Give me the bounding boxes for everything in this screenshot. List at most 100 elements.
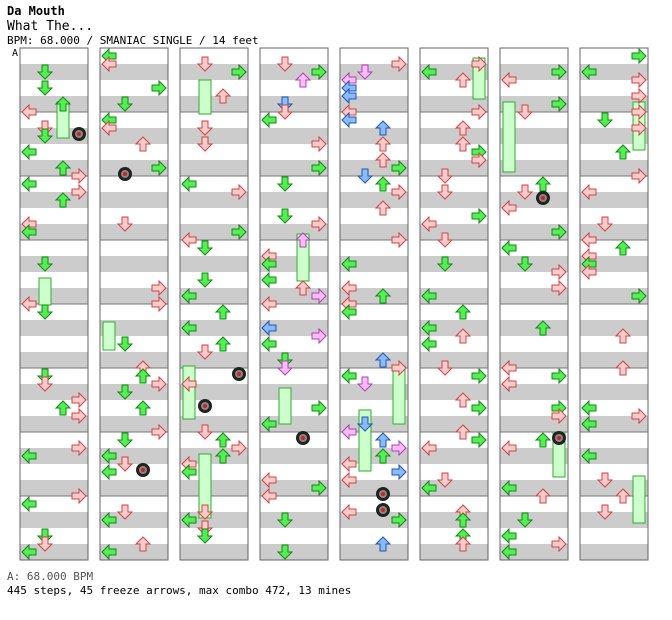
beat-stripe: [100, 224, 168, 240]
step-arrow-d-icon: [196, 56, 214, 72]
step-arrow-r-icon: [71, 407, 87, 425]
beat-stripe: [260, 288, 328, 304]
step-arrow-u-icon: [534, 488, 552, 504]
step-arrow-l-icon: [421, 479, 437, 497]
step-arrow-d-icon: [36, 256, 54, 272]
beat-stripe: [580, 192, 648, 208]
step-arrow-u-icon: [454, 72, 472, 88]
step-arrow-u-icon: [294, 280, 312, 296]
step-arrow-d-icon: [196, 424, 214, 440]
step-arrow-u-icon: [614, 360, 632, 376]
chart-column: [259, 47, 329, 561]
step-arrow-l-icon: [341, 303, 357, 321]
step-arrow-r-icon: [311, 135, 327, 153]
beat-stripe: [20, 64, 88, 80]
step-arrow-l-icon: [581, 415, 597, 433]
chart-column: [19, 47, 89, 561]
beat-stripe: [580, 480, 648, 496]
step-arrow-d-icon: [276, 56, 294, 72]
step-arrow-u-icon: [374, 352, 392, 368]
beat-stripe: [580, 448, 648, 464]
step-arrow-l-icon: [21, 223, 37, 241]
step-arrow-d-icon: [596, 216, 614, 232]
column-border: [579, 47, 649, 561]
beat-stripe: [260, 96, 328, 112]
step-arrow-d-icon: [436, 184, 454, 200]
step-arrow-r-icon: [71, 183, 87, 201]
step-arrow-u-icon: [534, 320, 552, 336]
beat-stripe: [500, 64, 568, 80]
step-arrow-d-icon: [436, 168, 454, 184]
step-arrow-r-icon: [551, 63, 567, 81]
beat-stripe: [260, 128, 328, 144]
beat-stripe: [340, 416, 408, 432]
beat-stripe: [180, 96, 248, 112]
chart-column: [99, 47, 169, 561]
beat-stripe: [420, 448, 488, 464]
step-arrow-l-icon: [261, 487, 277, 505]
beat-stripe: [420, 192, 488, 208]
step-arrow-u-icon: [294, 72, 312, 88]
bpm-change-legend: A: 68.000 BPM: [7, 570, 94, 583]
step-arrow-d-icon: [196, 240, 214, 256]
step-arrow-u-icon: [614, 144, 632, 160]
beat-stripe: [20, 416, 88, 432]
beat-stripe: [20, 352, 88, 368]
column-border: [99, 47, 169, 561]
song-artist: Da Mouth: [7, 4, 65, 18]
beat-stripe: [420, 160, 488, 176]
beat-stripe: [100, 352, 168, 368]
beat-stripe: [420, 64, 488, 80]
beat-stripe: [100, 320, 168, 336]
step-arrow-l-icon: [341, 87, 357, 105]
step-arrow-u-icon: [54, 192, 72, 208]
beat-stripe: [340, 480, 408, 496]
beat-stripe: [20, 256, 88, 272]
step-arrow-l-icon: [581, 63, 597, 81]
column-border: [179, 47, 249, 561]
beat-stripe: [580, 352, 648, 368]
beat-stripe: [260, 320, 328, 336]
step-arrow-d-icon: [196, 528, 214, 544]
step-arrow-r-icon: [71, 391, 87, 409]
mine-icon: [118, 167, 132, 181]
beat-stripe: [580, 64, 648, 80]
step-arrow-r-icon: [391, 359, 407, 377]
beat-stripe: [500, 544, 568, 560]
step-arrow-r-icon: [471, 207, 487, 225]
beat-stripe: [180, 64, 248, 80]
beat-stripe: [180, 320, 248, 336]
step-arrow-r-icon: [391, 231, 407, 249]
step-arrow-l-icon: [501, 359, 517, 377]
mine-icon: [296, 431, 310, 445]
beat-stripe: [340, 192, 408, 208]
beat-stripe: [20, 384, 88, 400]
step-arrow-l-icon: [341, 503, 357, 521]
beat-stripe: [100, 288, 168, 304]
step-arrow-r-icon: [231, 63, 247, 81]
step-arrow-l-icon: [341, 255, 357, 273]
freeze-arrow-body: [632, 475, 646, 524]
step-arrow-d-icon: [596, 504, 614, 520]
step-arrow-r-icon: [631, 47, 647, 65]
step-arrow-d-icon: [196, 272, 214, 288]
step-arrow-l-icon: [341, 367, 357, 385]
step-arrow-r-icon: [151, 279, 167, 297]
beat-stripe: [180, 224, 248, 240]
beat-stripe: [180, 160, 248, 176]
beat-stripe: [20, 544, 88, 560]
step-arrow-l-icon: [181, 319, 197, 337]
step-arrow-d-icon: [116, 456, 134, 472]
step-arrow-l-icon: [21, 103, 37, 121]
step-arrow-d-icon: [116, 336, 134, 352]
beat-stripe: [500, 128, 568, 144]
step-arrow-d-icon: [356, 64, 374, 80]
step-arrow-r-icon: [151, 159, 167, 177]
step-arrow-l-icon: [261, 295, 277, 313]
beat-stripe: [340, 384, 408, 400]
mine-icon: [232, 367, 246, 381]
beat-stripe: [260, 448, 328, 464]
step-arrow-l-icon: [21, 175, 37, 193]
step-arrow-r-icon: [551, 407, 567, 425]
step-arrow-l-icon: [341, 471, 357, 489]
